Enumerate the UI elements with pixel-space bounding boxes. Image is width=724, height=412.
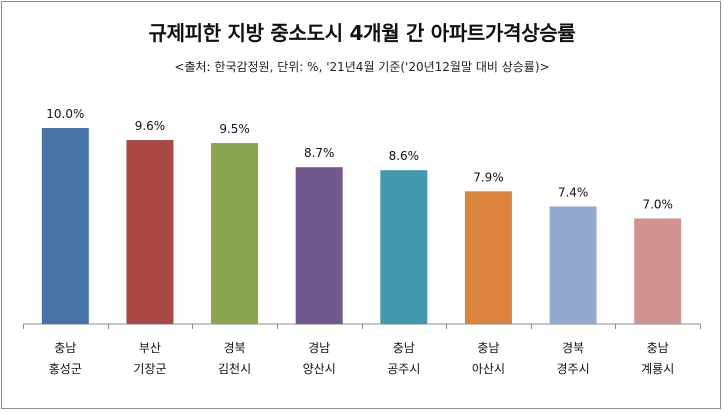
x-tick-label-region: 충남 bbox=[393, 341, 415, 355]
x-tick-label-region: 경북 bbox=[224, 341, 246, 355]
data-label: 7.0% bbox=[642, 197, 673, 211]
data-label: 10.0% bbox=[46, 107, 84, 121]
data-label: 7.4% bbox=[558, 185, 589, 199]
x-tick-label-city: 양산시 bbox=[303, 362, 336, 376]
x-tick-label-city: 경주시 bbox=[557, 362, 590, 376]
x-tick-label-city: 공주시 bbox=[387, 362, 420, 376]
x-tick-label-city: 홍성군 bbox=[49, 362, 82, 376]
data-label: 7.9% bbox=[473, 170, 504, 184]
x-tick-label-city: 계룡시 bbox=[641, 362, 674, 376]
data-label: 9.5% bbox=[219, 122, 250, 136]
x-tick-label-region: 부산 bbox=[139, 341, 161, 355]
x-tick-label-region: 경남 bbox=[308, 341, 330, 355]
bar bbox=[634, 218, 682, 324]
x-tick-label-region: 경북 bbox=[562, 341, 584, 355]
x-tick-label-city: 기장군 bbox=[133, 362, 166, 376]
bar bbox=[41, 128, 89, 324]
data-label: 8.7% bbox=[304, 146, 335, 160]
data-label: 9.6% bbox=[135, 119, 166, 133]
bar bbox=[211, 143, 259, 324]
bar bbox=[464, 191, 512, 324]
bar bbox=[295, 167, 343, 324]
x-tick-label-region: 충남 bbox=[647, 341, 669, 355]
bar bbox=[380, 170, 428, 324]
chart-title: 규제피한 지방 중소도시 4개월 간 아파트가격상승률 bbox=[148, 21, 576, 45]
chart-subtitle: <출처: 한국감정원, 단위: %, '21년4월 기준('20년12월말 대비… bbox=[174, 60, 550, 74]
x-tick-label-city: 김천시 bbox=[218, 361, 251, 376]
x-tick-label-region: 충남 bbox=[477, 341, 499, 355]
bar bbox=[126, 140, 174, 324]
x-tick-label-city: 아산시 bbox=[472, 362, 505, 376]
x-tick-label-region: 충남 bbox=[54, 341, 76, 355]
bar bbox=[549, 206, 597, 324]
data-label: 8.6% bbox=[389, 149, 420, 163]
